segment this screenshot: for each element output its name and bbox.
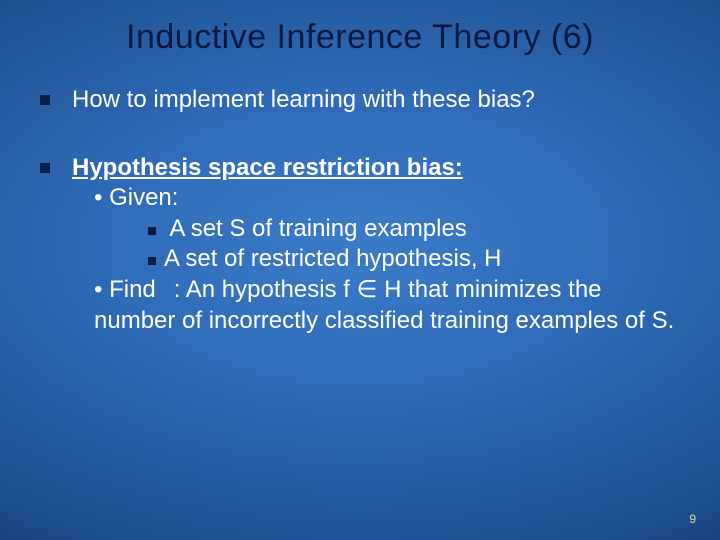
slide-title: Inductive Inference Theory (6) bbox=[0, 0, 720, 57]
square-bullet-icon bbox=[40, 163, 50, 173]
bullet-1-text: How to implement learning with these bia… bbox=[72, 85, 535, 115]
bullet-2-body: Hypothesis space restriction bias: • Giv… bbox=[72, 153, 680, 337]
given-item-1: A set S of training examples bbox=[146, 214, 680, 245]
find-line: • Find: An hypothesis f ∈ H that minimiz… bbox=[94, 275, 680, 336]
bullet-2: Hypothesis space restriction bias: • Giv… bbox=[40, 153, 680, 337]
square-bullet-small-icon bbox=[148, 227, 156, 235]
find-label: • Find bbox=[94, 276, 156, 303]
slide-body: How to implement learning with these bia… bbox=[0, 57, 720, 337]
bullet-1: How to implement learning with these bia… bbox=[40, 85, 680, 115]
hypothesis-heading: Hypothesis space restriction bias: bbox=[72, 154, 463, 181]
square-bullet-small-icon bbox=[148, 257, 156, 265]
given-item-2: A set of restricted hypothesis, H bbox=[146, 244, 680, 275]
find-text: An hypothesis f ∈ H that minimizes the n… bbox=[94, 276, 674, 334]
page-number: 9 bbox=[689, 512, 696, 526]
given-item-2-text: A set of restricted hypothesis, H bbox=[164, 245, 502, 272]
square-bullet-icon bbox=[40, 95, 50, 105]
given-item-1-text: A set S of training examples bbox=[164, 215, 467, 242]
given-line: • Given: bbox=[94, 183, 680, 214]
